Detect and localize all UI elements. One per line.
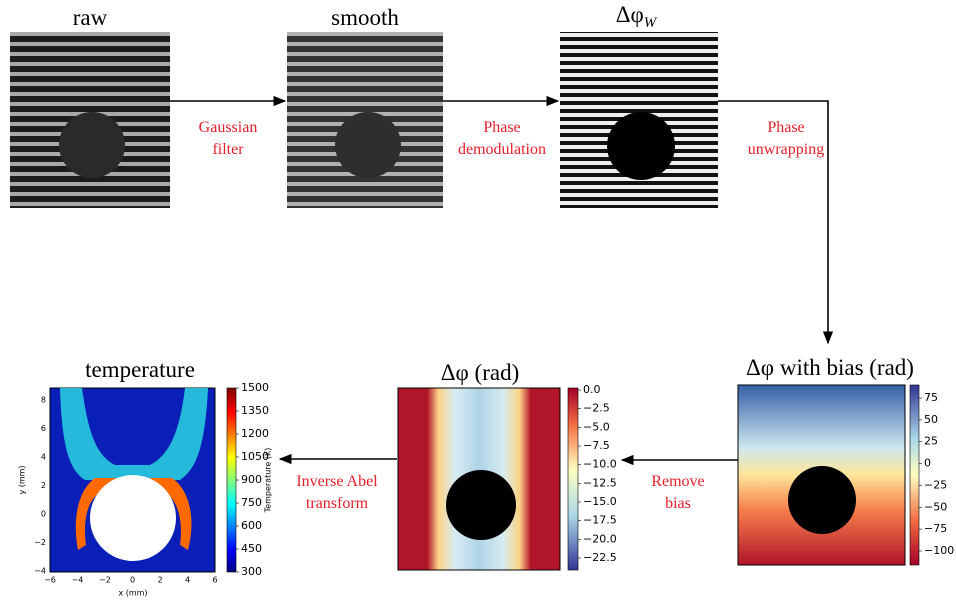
colorbar-tick-label: 1200 — [241, 427, 269, 440]
x-tick-label: 6 — [212, 576, 217, 585]
panel-title: raw — [73, 5, 108, 30]
wrapped-phase-object — [607, 112, 675, 180]
colorbar-tick-label: 450 — [241, 542, 262, 555]
colorbar — [910, 385, 919, 565]
colorbar-tick-label: 0 — [924, 457, 931, 470]
x-tick-label: −4 — [72, 576, 84, 585]
colorbar-tick-label: −12.5 — [583, 476, 617, 489]
step-label: unwrapping — [748, 141, 824, 158]
colorbar-tick-label: −7.5 — [583, 439, 610, 452]
colorbar-tick-label: −50 — [924, 500, 947, 513]
y-tick-label: −2 — [34, 538, 46, 547]
x-axis-label: x (mm) — [118, 589, 147, 598]
colorbar-tick-label: −10.0 — [583, 458, 617, 471]
x-tick-label: −6 — [44, 576, 56, 585]
x-tick-label: −2 — [99, 576, 111, 585]
step-label: bias — [665, 495, 691, 512]
panel-title: smooth — [331, 5, 399, 30]
colorbar — [227, 388, 236, 572]
panel-title: ΔφW — [616, 2, 658, 31]
x-tick-label: 2 — [157, 576, 162, 585]
title-subscript: W — [644, 15, 658, 31]
colorbar-tick-label: −15.0 — [583, 495, 617, 508]
step-label: transform — [306, 495, 369, 512]
x-tick-label: 4 — [185, 576, 190, 585]
colorbar-tick-label: 50 — [924, 413, 938, 426]
colorbar-tick-label: −20.0 — [583, 532, 617, 545]
y-tick-label: 4 — [41, 453, 46, 462]
colorbar-tick-label: 750 — [241, 496, 262, 509]
colorbar-tick-label: −100 — [924, 544, 954, 557]
title-main: Δφ — [616, 2, 644, 27]
colorbar-tick-label: 1050 — [241, 450, 269, 463]
colorbar-tick-label: −25 — [924, 478, 947, 491]
colorbar-tick-label: 1500 — [241, 381, 269, 394]
y-tick-label: 2 — [41, 481, 46, 490]
arrow — [718, 101, 828, 343]
colorbar-tick-label: 25 — [924, 435, 938, 448]
colorbar-tick-label: −5.0 — [583, 420, 610, 433]
raw-object — [59, 112, 125, 178]
smooth-object — [335, 112, 401, 178]
step-label: Gaussian — [199, 119, 258, 136]
pipeline-diagram: raw smooth ΔφW Gaussian filter Phase demodu… — [0, 0, 956, 600]
colorbar-tick-label: −75 — [924, 522, 947, 535]
step-label: filter — [212, 141, 244, 158]
colorbar-tick-label: −17.5 — [583, 514, 617, 527]
panel-title: Δφ (rad) — [441, 360, 520, 385]
colorbar-tick-label: −2.5 — [583, 402, 610, 415]
temperature-object — [90, 475, 176, 561]
panel-title: Δφ with bias (rad) — [746, 355, 914, 380]
step-label: demodulation — [458, 141, 546, 158]
y-tick-label: −4 — [34, 567, 46, 576]
step-label: Phase — [767, 119, 804, 136]
step-label: Inverse Abel — [296, 473, 378, 490]
phase-object — [446, 470, 516, 540]
y-tick-label: 0 — [41, 510, 46, 519]
x-tick-label: 0 — [130, 576, 135, 585]
step-label: Phase — [483, 119, 520, 136]
step-label: Remove — [651, 473, 704, 490]
panel-title: temperature — [85, 357, 195, 382]
colorbar-tick-label: 1350 — [241, 404, 269, 417]
colorbar-tick-label: 0.0 — [583, 383, 601, 396]
colorbar-tick-label: 300 — [241, 565, 262, 578]
y-axis-label: y (mm) — [18, 465, 27, 494]
y-tick-label: 8 — [41, 396, 46, 405]
colorbar-tick-label: 75 — [924, 391, 938, 404]
colorbar-tick-label: 600 — [241, 519, 262, 532]
colorbar-tick-label: 900 — [241, 473, 262, 486]
colorbar — [568, 388, 578, 570]
colorbar-tick-label: −22.5 — [583, 551, 617, 564]
bias-object — [788, 466, 856, 534]
y-tick-label: 6 — [41, 424, 46, 433]
